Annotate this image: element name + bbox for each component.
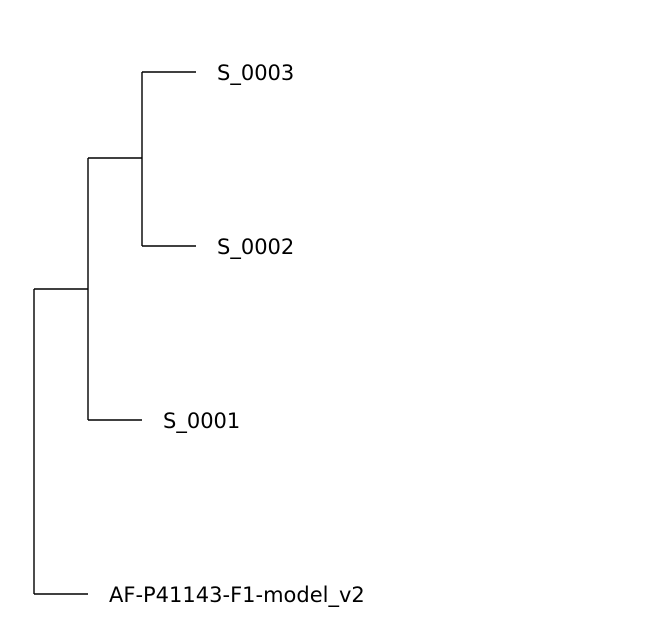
leaf-label-s3: S_0003: [217, 61, 294, 86]
leaf-label-s2: S_0002: [217, 235, 294, 260]
leaf-label-s1: S_0001: [163, 409, 240, 434]
leaf-label-af: AF-P41143-F1-model_v2: [109, 583, 365, 608]
